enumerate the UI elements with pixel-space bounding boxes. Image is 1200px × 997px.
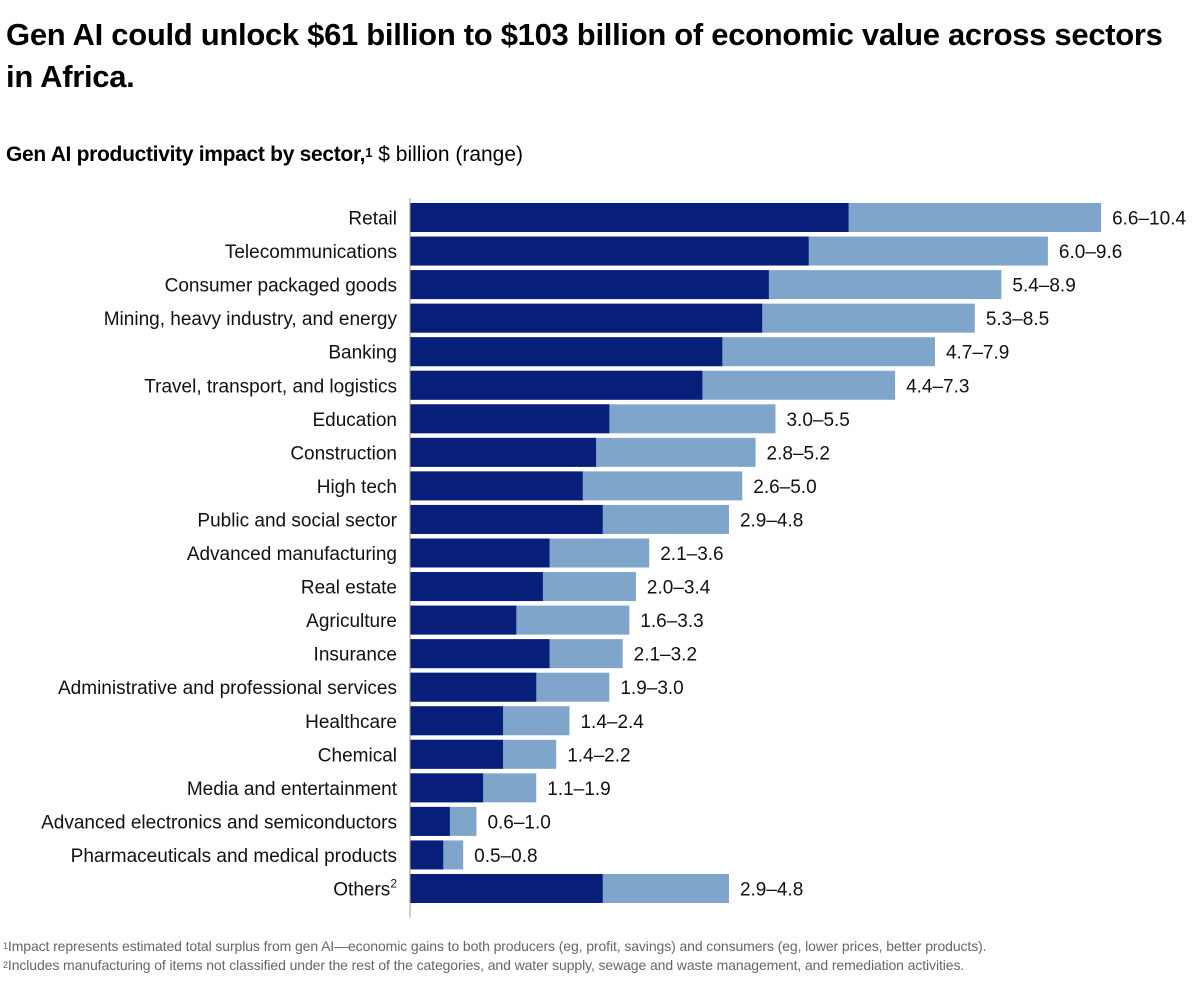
value-label: 2.0–3.4: [647, 578, 711, 599]
bar-low-estimate: [410, 236, 809, 266]
value-label: 6.6–10.4: [1112, 209, 1186, 230]
category-label: Telecommunications: [225, 242, 397, 263]
value-label: 5.3–8.5: [986, 309, 1049, 330]
subtitle-footnote-marker: 1: [365, 145, 373, 160]
footnote-marker: 2: [390, 877, 397, 891]
bar-low-estimate: [410, 739, 504, 769]
value-label: 4.7–7.9: [946, 343, 1009, 364]
bar-low-estimate: [410, 203, 849, 232]
bars-group: [410, 203, 1102, 903]
bar-low-estimate: [410, 270, 769, 300]
category-label: Mining, heavy industry, and energy: [104, 309, 398, 330]
bar-low-estimate: [410, 504, 603, 534]
category-label: Banking: [328, 343, 397, 364]
value-label: 1.1–1.9: [547, 779, 610, 800]
category-label: Travel, transport, and logistics: [144, 376, 397, 397]
bar-low-estimate: [410, 337, 723, 367]
value-label: 2.1–3.6: [660, 544, 723, 565]
bar-low-estimate: [410, 672, 537, 702]
category-label: Real estate: [301, 578, 397, 599]
bar-low-estimate: [410, 773, 484, 803]
chart-subtitle: Gen AI productivity impact by sector,1 $…: [6, 141, 523, 169]
bar-low-estimate: [410, 706, 504, 736]
category-label: Agriculture: [306, 611, 397, 632]
bar-low-estimate: [410, 806, 450, 836]
value-label: 0.5–0.8: [474, 846, 537, 867]
value-label: 2.6–5.0: [753, 477, 816, 498]
bar-low-estimate: [410, 840, 444, 870]
bar-chart: Retail Telecommunications Consumer package…: [41, 198, 1186, 918]
value-label: 0.6–1.0: [487, 812, 550, 833]
chart-title: Gen AI could unlock $61 billion to $103 …: [6, 17, 1163, 94]
subtitle-bold: Gen AI productivity impact by sector,: [6, 143, 366, 166]
category-label: Pharmaceuticals and medical products: [71, 846, 397, 867]
footnote-1: 1Impact represents estimated total surpl…: [3, 938, 987, 954]
category-label: High tech: [317, 477, 397, 498]
value-label: 2.9–4.8: [740, 880, 803, 901]
category-label: Insurance: [314, 645, 397, 666]
value-label: 2.9–4.8: [740, 510, 803, 531]
bar-low-estimate: [410, 471, 583, 501]
bar-low-estimate: [410, 437, 597, 467]
bar-low-estimate: [410, 639, 550, 669]
bar-low-estimate: [410, 874, 603, 903]
value-label: 1.4–2.4: [580, 712, 644, 733]
category-label: Consumer packaged goods: [165, 276, 397, 297]
value-label: 5.4–8.9: [1012, 276, 1075, 297]
category-label: Administrative and professional services: [58, 678, 397, 699]
category-label: Construction: [290, 443, 397, 464]
value-label: 4.4–7.3: [906, 376, 969, 397]
value-label: 1.4–2.2: [567, 745, 630, 766]
category-label: Healthcare: [305, 712, 397, 733]
value-label: 1.9–3.0: [620, 678, 683, 699]
category-label: Media and entertainment: [187, 779, 398, 800]
category-label: Education: [312, 410, 397, 431]
bar-low-estimate: [410, 538, 550, 568]
value-label: 2.1–3.2: [634, 645, 697, 666]
value-label: 1.6–3.3: [640, 611, 703, 632]
footnotes: 1Impact represents estimated total surpl…: [3, 937, 987, 975]
category-label: Advanced electronics and semiconductors: [41, 812, 397, 833]
value-label: 6.0–9.6: [1059, 242, 1122, 263]
value-labels-group: 6.6–10.4 6.0–9.6 5.4–8.9 5.3–8.5 4.7–7.9 4.4–…: [474, 209, 1186, 901]
category-labels-group: Retail Telecommunications Consumer package…: [41, 209, 398, 901]
bar-low-estimate: [410, 303, 763, 333]
bar-low-estimate: [410, 370, 703, 400]
category-label: Others2: [333, 877, 397, 901]
footnote-2: 2Includes manufacturing of items not cla…: [3, 957, 965, 973]
value-label: 3.0–5.5: [786, 410, 849, 431]
bar-low-estimate: [410, 572, 543, 602]
subtitle-unit: $ billion (range): [372, 143, 524, 166]
value-label: 2.8–5.2: [767, 443, 830, 464]
category-label: Public and social sector: [197, 510, 397, 531]
bar-low-estimate: [410, 404, 610, 434]
category-label: Retail: [348, 209, 397, 230]
bar-low-estimate: [410, 605, 517, 635]
category-label: Chemical: [318, 745, 397, 766]
category-label: Advanced manufacturing: [187, 544, 397, 565]
